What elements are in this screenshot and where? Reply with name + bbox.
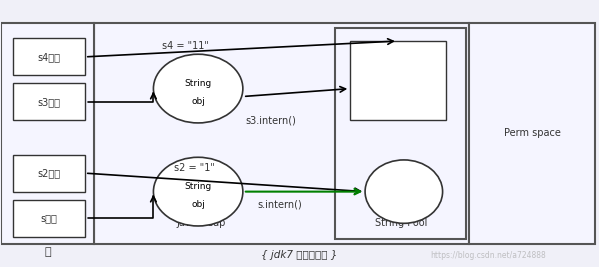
Text: Perm space: Perm space: [504, 128, 561, 139]
FancyBboxPatch shape: [335, 28, 467, 239]
Text: String: String: [184, 79, 212, 88]
FancyBboxPatch shape: [13, 199, 85, 237]
FancyBboxPatch shape: [13, 155, 85, 192]
Text: "11"引
用，等于s
3: "11"引 用，等于s 3: [383, 63, 412, 98]
Text: String: String: [184, 182, 212, 191]
Text: obj: obj: [191, 97, 205, 106]
FancyBboxPatch shape: [13, 38, 85, 75]
Text: https://blog.csdn.net/a724888: https://blog.csdn.net/a724888: [431, 250, 546, 260]
FancyBboxPatch shape: [13, 83, 85, 120]
Ellipse shape: [153, 157, 243, 226]
Ellipse shape: [153, 54, 243, 123]
Text: String Pool: String Pool: [374, 218, 427, 228]
Text: s4引用: s4引用: [38, 52, 60, 62]
FancyBboxPatch shape: [470, 22, 595, 245]
Text: s3引用: s3引用: [38, 97, 60, 107]
Text: Java Heap: Java Heap: [177, 218, 226, 228]
Text: "1": "1": [397, 187, 412, 197]
Text: s2引用: s2引用: [38, 168, 60, 178]
FancyBboxPatch shape: [1, 22, 94, 245]
Text: s4 = "11": s4 = "11": [162, 41, 209, 51]
FancyBboxPatch shape: [94, 22, 470, 245]
Text: 栈: 栈: [44, 248, 51, 257]
Text: s引用: s引用: [41, 213, 58, 223]
FancyBboxPatch shape: [350, 41, 446, 120]
Ellipse shape: [365, 160, 443, 223]
Text: s.intern(): s.intern(): [258, 200, 302, 210]
Text: obj: obj: [191, 200, 205, 209]
Text: { jdk7 第一段代码 }: { jdk7 第一段代码 }: [261, 250, 338, 260]
Text: s3.intern(): s3.intern(): [246, 115, 297, 125]
Text: s2 = "1": s2 = "1": [174, 163, 215, 173]
